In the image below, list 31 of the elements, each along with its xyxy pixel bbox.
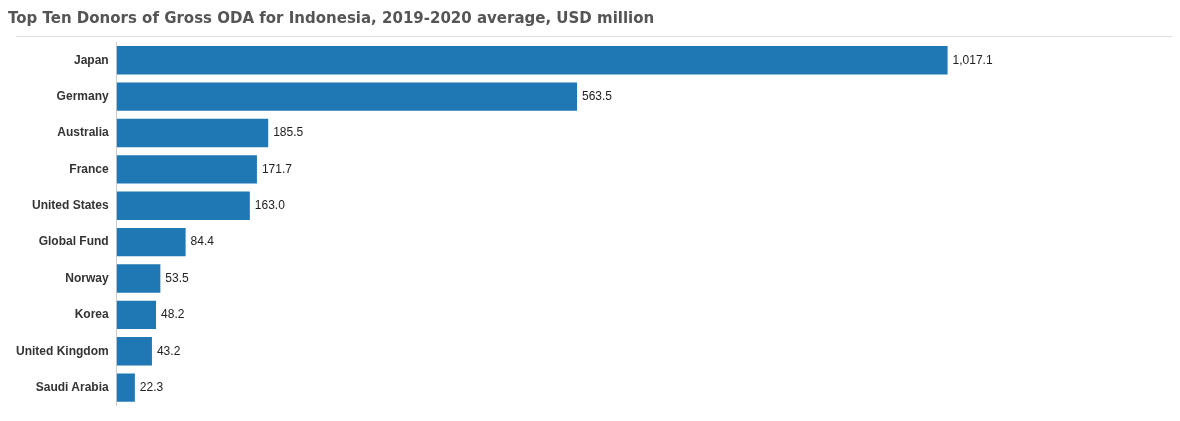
bar: [116, 337, 152, 366]
data-label: 563.5: [582, 88, 613, 103]
chart-title: Top Ten Donors of Gross ODA for Indonesia, 2019-2020 average, USD million: [8, 8, 655, 27]
data-label: 43.2: [156, 343, 181, 358]
y-tick-label: Germany: [56, 88, 109, 103]
y-tick-label: Norway: [65, 270, 109, 285]
y-tick-label: France: [69, 161, 109, 176]
data-label: 1,017.1: [952, 52, 993, 67]
data-label: 48.2: [161, 307, 185, 322]
bar: [116, 300, 157, 330]
data-label: 163.0: [254, 198, 286, 213]
y-tick-label: Saudi Arabia: [35, 379, 109, 394]
bar: [116, 82, 578, 111]
y-tick-label: United States: [31, 198, 109, 213]
data-label: 171.7: [261, 161, 293, 176]
bar: [116, 373, 135, 402]
data-label: 53.5: [165, 270, 190, 285]
bar: [116, 155, 257, 184]
y-tick-label: Korea: [74, 307, 109, 322]
bar: [116, 264, 161, 293]
bar: [116, 191, 250, 220]
bar: [116, 118, 269, 148]
data-label: 84.4: [190, 234, 215, 249]
y-tick-label: Australia: [57, 125, 109, 140]
y-tick-label: United Kingdom: [16, 343, 109, 358]
y-tick-label: Japan: [73, 52, 109, 67]
bar: [116, 46, 948, 75]
bar: [116, 227, 186, 257]
data-label: 185.5: [273, 125, 304, 140]
data-label: 22.3: [139, 379, 164, 394]
y-tick-label: Global Fund: [38, 234, 109, 249]
